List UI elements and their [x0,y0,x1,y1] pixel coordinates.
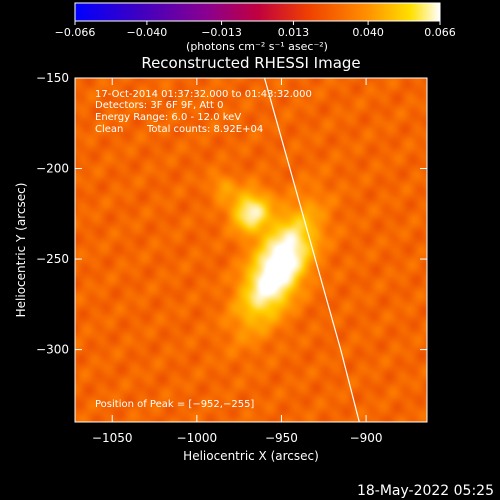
colorbar-ticks: −0.066 −0.040 −0.013 0.013 0.040 0.066 [55,21,456,39]
colorbar-tick-label: 0.040 [352,26,384,39]
y-tick-label: −200 [36,162,69,176]
solar-limb-line [263,78,360,422]
colorbar-tick-label: −0.066 [55,26,96,39]
footer-timestamp: 18-May-2022 05:25 [357,483,494,499]
x-axis-label: Heliocentric X (arcsec) [183,449,319,463]
colorbar-tick-label: −0.013 [201,26,242,39]
x-tick-label: −950 [265,431,298,445]
y-tick-label: −300 [36,343,69,357]
y-axis-ticks: −150 −200 −250 −300 [36,71,427,357]
annotation-clean: Clean [95,124,123,135]
chart-title: Reconstructed RHESSI Image [141,54,360,72]
heatmap-image [75,78,427,422]
x-axis-ticks: −1050 −1000 −950 −900 [92,78,383,445]
colorbar-unit-label: (photons cm⁻² s⁻¹ asec⁻²) [186,40,328,53]
annotation-detectors: Detectors: 3F 6F 9F, Att 0 [95,100,223,111]
y-tick-label: −150 [36,71,69,85]
annotation-time-range: 17-Oct-2014 01:37:32.000 to 01:43:32.000 [95,89,312,100]
colorbar-tick-label: 0.013 [278,26,310,39]
x-tick-label: −900 [350,431,383,445]
annotation-peak: Position of Peak = [−952,−255] [95,399,254,410]
y-axis-label: Heliocentric Y (arcsec) [14,183,28,318]
plot-frame [74,77,428,423]
colorbar-gradient [74,2,441,22]
x-tick-label: −1000 [177,431,218,445]
colorbar-tick-label: 0.066 [424,26,456,39]
colorbar-tick-label: −0.040 [127,26,168,39]
y-tick-label: −250 [36,252,69,266]
x-tick-label: −1050 [92,431,133,445]
colorbar: −0.066 −0.040 −0.013 0.013 0.040 0.066 (photo… [55,2,456,53]
plot-area [75,78,427,422]
annotation-energy: Energy Range: 6.0 - 12.0 keV [95,112,241,123]
annotation-total-counts: Total counts: 8.92E+04 [146,124,263,135]
annotation-block: 17-Oct-2014 01:37:32.000 to 01:43:32.000… [95,89,312,410]
